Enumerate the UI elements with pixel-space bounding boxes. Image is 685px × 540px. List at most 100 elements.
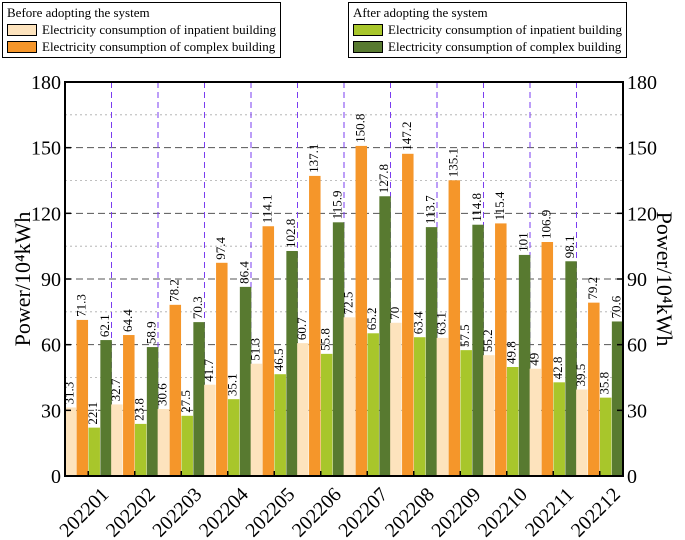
bar xyxy=(413,337,426,476)
bar-value-label: 135.1 xyxy=(445,148,460,177)
y-tick-label-left: 180 xyxy=(31,72,61,94)
bar xyxy=(181,415,193,476)
legend-after-complex-label: Electricity consumption of complex build… xyxy=(388,39,622,54)
bar xyxy=(599,397,612,476)
legend-after-complex: Electricity consumption of complex build… xyxy=(353,38,622,55)
bar-value-label: 46.5 xyxy=(271,348,286,371)
x-tick-label: 202210 xyxy=(474,484,532,540)
bar xyxy=(309,175,321,477)
legend-before-complex: Electricity consumption of complex build… xyxy=(7,38,276,55)
bar-value-label: 63.1 xyxy=(433,312,448,335)
x-tick-label: 202205 xyxy=(241,484,299,540)
bar xyxy=(169,304,182,476)
bar-value-label: 58.9 xyxy=(144,321,159,344)
x-tick-label: 202207 xyxy=(334,484,392,540)
legend-after-inpatient-label: Electricity consumption of inpatient bui… xyxy=(388,22,622,37)
bar-value-label: 31.3 xyxy=(61,382,76,405)
bar xyxy=(541,242,554,476)
bar xyxy=(367,333,379,476)
y-tick-label-right: 150 xyxy=(627,138,657,160)
bar xyxy=(64,407,77,476)
bar-value-label: 86.4 xyxy=(237,261,252,284)
bar xyxy=(250,363,263,476)
bar-value-label: 35.1 xyxy=(225,373,240,396)
bar-value-label: 150.8 xyxy=(352,114,367,143)
bar xyxy=(216,262,228,476)
bar-value-label: 42.8 xyxy=(550,357,565,380)
bar-value-label: 22.1 xyxy=(85,402,100,425)
bar-value-label: 51.3 xyxy=(247,338,262,361)
y-axis-title-left: Power/10⁴kWh xyxy=(10,212,35,347)
bar xyxy=(425,227,438,476)
bar xyxy=(204,384,216,476)
bar-value-label: 41.7 xyxy=(201,358,216,381)
bar xyxy=(529,368,542,476)
bar-value-label: 32.7 xyxy=(108,378,123,401)
bar xyxy=(448,180,461,476)
bar-value-label: 98.1 xyxy=(562,236,577,259)
bar-value-label: 137.1 xyxy=(306,144,321,173)
bar-value-label: 57.5 xyxy=(457,324,472,347)
bar xyxy=(100,340,112,476)
x-tick-label: 202203 xyxy=(148,484,206,540)
bar-value-label: 71.3 xyxy=(73,294,88,317)
bar xyxy=(227,399,240,476)
bar-value-label: 35.8 xyxy=(597,372,612,395)
x-tick-label: 202202 xyxy=(102,484,160,540)
bar xyxy=(588,302,600,476)
x-tick-label: 202212 xyxy=(567,484,625,540)
bar xyxy=(436,337,449,476)
bar-value-label: 70.3 xyxy=(190,296,205,319)
y-tick-label-left: 30 xyxy=(41,400,61,422)
bar xyxy=(134,423,147,476)
bar xyxy=(611,321,624,476)
bar xyxy=(343,317,356,476)
legend-before-title: Before adopting the system xyxy=(7,5,150,20)
bar xyxy=(146,347,159,476)
x-tick-label: 202201 xyxy=(55,484,113,540)
bar-value-label: 106.9 xyxy=(538,210,553,239)
data-label-layer: 31.3 71.3 22.1 62.1 32.7 64.4 23.8 58.9 30.6 78.2… xyxy=(61,114,623,425)
bar xyxy=(88,427,100,476)
bar-value-label: 70.6 xyxy=(609,295,624,318)
y-tick-label-right: 0 xyxy=(627,466,637,488)
bar-value-label: 115.9 xyxy=(330,191,345,220)
bar xyxy=(472,224,484,476)
bar-value-label: 78.2 xyxy=(166,279,181,302)
y-tick-label-left: 150 xyxy=(31,138,61,160)
y-tick-label-right: 30 xyxy=(627,400,647,422)
bar-value-label: 39.5 xyxy=(573,364,588,387)
bar xyxy=(390,322,402,476)
bar xyxy=(297,343,309,476)
bar-value-label: 97.4 xyxy=(213,237,228,260)
bar-value-label: 60.7 xyxy=(294,317,309,340)
legend-before-inpatient: Electricity consumption of inpatient bui… xyxy=(7,21,276,38)
bar xyxy=(483,355,495,476)
bar xyxy=(518,254,531,476)
x-tick-label: 202209 xyxy=(427,484,485,540)
bar xyxy=(379,196,391,476)
bar xyxy=(355,145,368,476)
y-axis-title-right: Power/10⁴kWh xyxy=(652,212,677,347)
bar xyxy=(460,350,472,476)
legend-before-inpatient-label: Electricity consumption of inpatient bui… xyxy=(42,22,276,37)
bar-value-label: 114.1 xyxy=(259,194,274,223)
bar xyxy=(332,222,345,476)
bar-value-label: 147.2 xyxy=(399,122,414,151)
bar xyxy=(193,322,205,476)
bar xyxy=(76,319,89,476)
y-tick-label-left: 0 xyxy=(51,466,61,488)
bar xyxy=(565,261,577,476)
x-tick-label: 202206 xyxy=(288,484,346,540)
bar xyxy=(320,353,333,476)
bar-value-label: 55.8 xyxy=(318,328,333,351)
bar-value-label: 64.4 xyxy=(120,309,135,332)
bar xyxy=(123,335,135,476)
bar-value-label: 49.8 xyxy=(504,341,519,364)
y-tick-label-right: 120 xyxy=(627,203,657,225)
x-tick-label: 202211 xyxy=(521,484,578,540)
y-tick-label-left: 90 xyxy=(41,269,61,291)
bar-value-label: 63.4 xyxy=(411,311,426,334)
bar xyxy=(274,374,286,476)
